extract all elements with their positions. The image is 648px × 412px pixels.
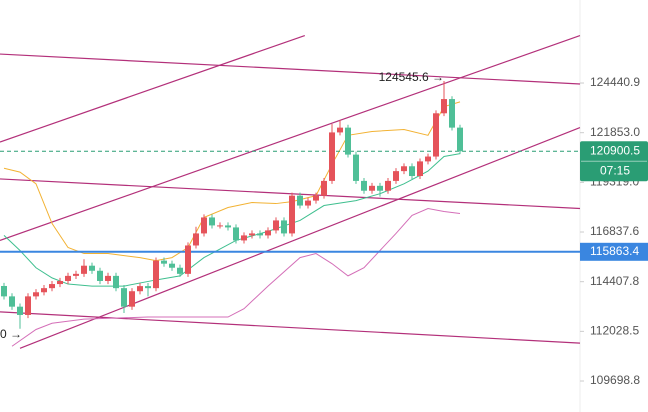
price-line-label-box <box>580 242 648 261</box>
candle-body <box>265 230 271 236</box>
indicator-line <box>11 207 461 347</box>
candle-body <box>441 99 447 114</box>
candle-body <box>49 284 55 289</box>
indicator-line <box>3 101 461 262</box>
candle-body <box>89 265 95 271</box>
candle-body <box>289 195 295 234</box>
candle-body <box>313 195 319 201</box>
candle-body <box>409 166 415 177</box>
candle-body <box>369 185 375 191</box>
candle-body <box>273 220 279 231</box>
y-tick-label: 112028.5 <box>590 324 639 338</box>
last-price-label: 120900.5 <box>590 143 640 157</box>
candle-body <box>121 288 127 307</box>
indicator-line <box>3 153 461 287</box>
candle-body <box>401 166 407 172</box>
candle-body <box>193 233 199 246</box>
candle-body <box>17 306 23 315</box>
y-tick-label: 124440.9 <box>590 75 640 89</box>
candle-body <box>177 267 183 274</box>
candle-body <box>73 273 79 276</box>
candle-body <box>161 260 167 264</box>
candle-body <box>81 265 87 274</box>
candle-body <box>9 296 15 307</box>
candle-body <box>25 296 31 315</box>
candle-body <box>105 275 111 281</box>
trend-line <box>0 178 581 210</box>
candle-body <box>385 180 391 191</box>
candle-body <box>353 154 359 181</box>
candle-body <box>217 225 223 227</box>
annotation: 124545.6 → <box>379 70 444 84</box>
candle-body <box>65 275 71 281</box>
candle-body <box>337 127 343 133</box>
candle-body <box>377 185 383 191</box>
candle-body <box>113 275 119 289</box>
candle-body <box>361 180 367 191</box>
y-tick-label: 109698.8 <box>590 373 640 387</box>
candle-body <box>321 180 327 196</box>
candle-body <box>417 161 423 177</box>
candle-body <box>281 220 287 234</box>
candle-body <box>425 156 431 162</box>
trend-line <box>0 34 305 143</box>
candle-body <box>145 286 151 289</box>
price-line-label: 115863.4 <box>590 244 639 258</box>
candle-body <box>1 285 7 297</box>
candle-body <box>137 286 143 292</box>
candle-body <box>169 263 175 268</box>
candle-body <box>329 132 335 181</box>
candle-body <box>345 127 351 155</box>
candle-body <box>225 225 231 228</box>
trend-line <box>0 311 581 344</box>
y-tick-label: 114407.8 <box>590 274 639 288</box>
candle-body <box>33 292 39 297</box>
candle-body <box>233 227 239 241</box>
candle-body <box>433 113 439 157</box>
candle-body <box>457 127 463 152</box>
trend-line <box>0 53 581 85</box>
candle-body <box>393 171 399 181</box>
candle-body <box>97 270 103 281</box>
candle-body <box>249 233 255 236</box>
countdown: 07:15 <box>600 163 630 177</box>
annotation: 0 → <box>0 327 22 341</box>
candle-body <box>129 291 135 307</box>
trend-line <box>19 127 581 349</box>
candle-body <box>305 200 311 206</box>
candle-body <box>297 195 303 206</box>
trend-line <box>0 34 581 242</box>
candle-body <box>57 280 63 285</box>
candle-body <box>185 245 191 274</box>
candle-body <box>241 235 247 241</box>
candle-body <box>201 217 207 234</box>
candle-body <box>41 288 47 293</box>
candle-body <box>257 233 263 236</box>
candle-body <box>153 260 159 289</box>
candle-body <box>209 217 215 226</box>
candle-body <box>449 99 455 128</box>
y-tick-label: 116837.6 <box>590 224 639 238</box>
y-tick-label: 121853.0 <box>590 125 640 139</box>
